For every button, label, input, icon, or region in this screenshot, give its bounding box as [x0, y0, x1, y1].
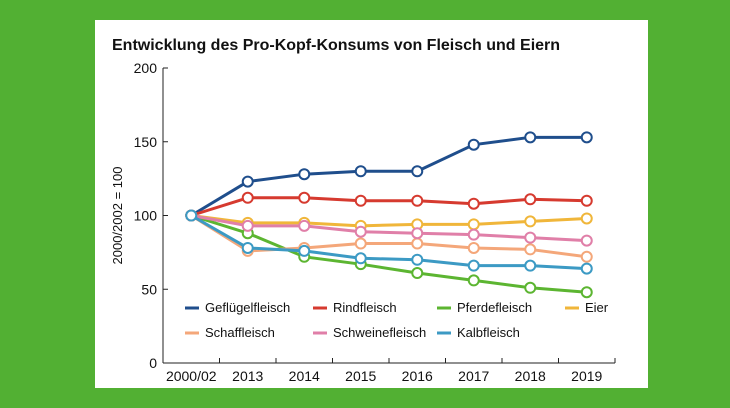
legend-item: Geflügelfleisch: [185, 300, 290, 315]
data-point: [354, 252, 367, 265]
series-line: [190, 196, 587, 217]
y-tick-label: 100: [134, 208, 158, 224]
legend-item: Pferdefleisch: [437, 300, 532, 315]
data-point: [241, 191, 254, 204]
legend-item: Rindfleisch: [313, 300, 397, 315]
legend-item: Schaffleisch: [185, 325, 275, 340]
data-point: [467, 259, 480, 272]
data-point: [298, 244, 311, 257]
y-tick-label: 200: [134, 60, 158, 76]
data-point: [411, 227, 424, 240]
data-point: [467, 138, 480, 151]
data-point: [241, 175, 254, 188]
data-point: [524, 243, 537, 256]
legend-item: Schweinefleisch: [313, 325, 426, 340]
x-tick-label: 2017: [458, 368, 489, 384]
data-point: [467, 241, 480, 254]
series-line: [190, 214, 587, 271]
data-point: [524, 131, 537, 144]
legend-label: Eier: [585, 300, 609, 315]
data-point: [580, 212, 593, 225]
x-tick-label: 2016: [402, 368, 433, 384]
data-point: [241, 241, 254, 254]
legend-label: Schweinefleisch: [333, 325, 426, 340]
x-tick-label: 2000/02: [166, 368, 217, 384]
data-point: [354, 225, 367, 238]
series-line: [191, 214, 587, 228]
data-point: [524, 215, 537, 228]
legend-label: Pferdefleisch: [457, 300, 532, 315]
y-tick-label: 150: [134, 134, 158, 150]
data-point: [467, 218, 480, 231]
data-point: [524, 281, 537, 294]
x-tick-label: 2018: [515, 368, 546, 384]
series-line: [190, 135, 587, 217]
data-point: [411, 253, 424, 266]
data-point: [185, 209, 198, 222]
line-chart: Entwicklung des Pro-Kopf-Konsums von Fle…: [110, 37, 616, 384]
data-point: [354, 165, 367, 178]
data-point: [467, 274, 480, 287]
x-tick-label: 2014: [289, 368, 320, 384]
chart-title: Entwicklung des Pro-Kopf-Konsums von Fle…: [112, 37, 560, 54]
data-point: [298, 168, 311, 181]
series-geflügelfleisch: [185, 131, 593, 222]
legend-label: Kalbfleisch: [457, 325, 520, 340]
data-point: [580, 234, 593, 247]
x-tick-label: 2015: [345, 368, 376, 384]
y-tick-label: 0: [149, 355, 157, 371]
x-tick-label: 2013: [232, 368, 263, 384]
data-point: [524, 193, 537, 206]
data-point: [411, 165, 424, 178]
data-point: [467, 228, 480, 241]
data-point: [580, 131, 593, 144]
series-line: [190, 214, 587, 243]
data-point: [524, 259, 537, 272]
legend-item: Eier: [565, 300, 609, 315]
data-point: [241, 219, 254, 232]
y-axis-label: 2000/2002 = 100: [110, 167, 125, 265]
data-point: [411, 237, 424, 250]
data-point: [580, 262, 593, 275]
x-tick-label: 2019: [571, 368, 602, 384]
data-point: [411, 194, 424, 207]
data-point: [467, 197, 480, 210]
data-point: [580, 286, 593, 299]
legend-label: Rindfleisch: [333, 300, 397, 315]
legend: Geflügelfleisch Rindfleisch Pferdefleisch E…: [185, 300, 609, 340]
data-point: [580, 250, 593, 263]
legend-label: Geflügelfleisch: [205, 300, 290, 315]
data-point: [580, 194, 593, 207]
data-point: [354, 194, 367, 207]
data-point: [524, 231, 537, 244]
series-layer: [185, 131, 593, 299]
legend-label: Schaffleisch: [205, 325, 275, 340]
y-tick-label: 50: [141, 281, 157, 297]
series-line: [190, 214, 587, 259]
legend-item: Kalbfleisch: [437, 325, 520, 340]
data-point: [298, 219, 311, 232]
axes: 0 50 100 150 200 2000/02 2013 2014 2015 2016 2017 2…: [110, 60, 616, 384]
data-point: [411, 267, 424, 280]
series-kalbfleisch: [185, 209, 593, 275]
data-point: [298, 191, 311, 204]
data-point: [354, 237, 367, 250]
chart-panel: Entwicklung des Pro-Kopf-Konsums von Fle…: [95, 20, 648, 388]
series-line: [190, 214, 587, 294]
